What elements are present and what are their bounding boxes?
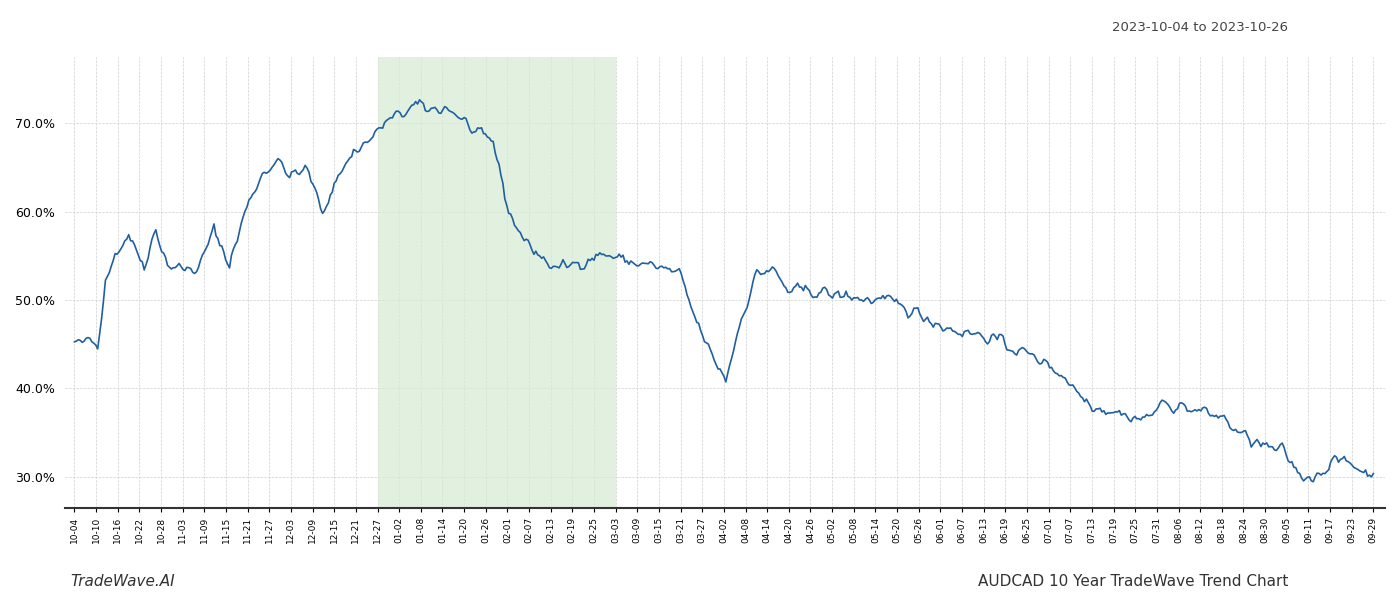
- Text: AUDCAD 10 Year TradeWave Trend Chart: AUDCAD 10 Year TradeWave Trend Chart: [977, 574, 1288, 589]
- Bar: [378, 57, 616, 508]
- Text: 2023-10-04 to 2023-10-26: 2023-10-04 to 2023-10-26: [1112, 21, 1288, 34]
- Text: TradeWave.AI: TradeWave.AI: [70, 574, 175, 589]
